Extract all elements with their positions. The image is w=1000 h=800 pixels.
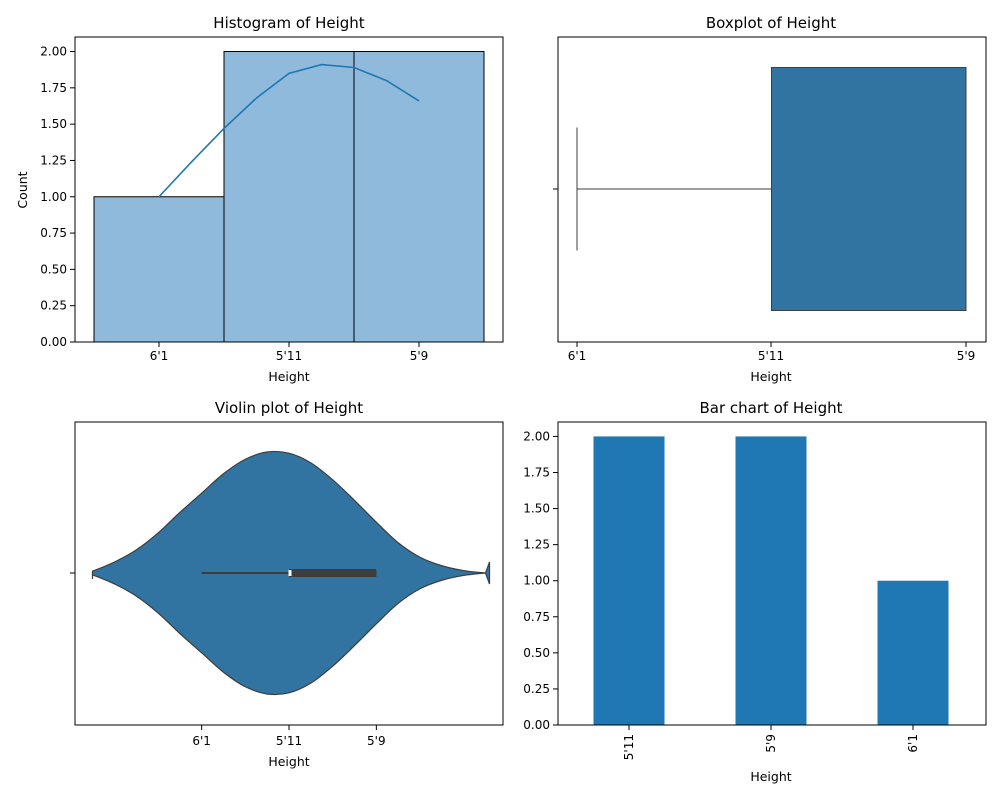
histogram-bar: [223, 51, 355, 343]
histogram-y-tick-label: 1.00: [40, 190, 67, 204]
boxplot-panel: Boxplot of Height 6'1 5'11 5'9 Height: [553, 14, 987, 384]
barchart-y-tick-label: 1.75: [523, 466, 550, 480]
barchart-y-tick-label: 0.25: [523, 682, 550, 696]
barchart-panel: Bar chart of Height 0.00 0.25 0.50 0.75 1.00…: [523, 399, 987, 784]
barchart-bar: [735, 436, 807, 725]
violin-panel: Violin plot of Height 6'1 5'11 5'9 Height: [70, 399, 504, 769]
histogram-bar: [93, 196, 225, 343]
barchart-bar: [877, 580, 949, 725]
boxplot-title: Boxplot of Height: [706, 14, 836, 32]
histogram-y-tick-label: 0.50: [40, 262, 67, 276]
histogram-y-tick-label: 0.75: [40, 226, 67, 240]
barchart-y-tick-label: 0.50: [523, 646, 550, 660]
histogram-y-tick-label: 0.25: [40, 299, 67, 313]
violin-x-tick-label: 5'9: [367, 734, 386, 748]
histogram-kde-line: [158, 63, 420, 198]
histogram-y-tick-label: 1.75: [40, 81, 67, 95]
barchart-title: Bar chart of Height: [700, 399, 843, 417]
histogram-panel: Histogram of Height 0.00 0.25 0.50 0.75 1.00…: [15, 14, 504, 384]
barchart-y-tick-label: 0.75: [523, 610, 550, 624]
barchart-bar: [593, 436, 665, 725]
histogram-y-tick-label: 1.50: [40, 117, 67, 131]
boxplot-x-tick-label: 5'9: [957, 349, 976, 363]
barchart-axes-frame: [557, 421, 987, 726]
histogram-bar: [353, 51, 485, 343]
boxplot-xlabel: Height: [750, 369, 791, 384]
violin-median-marker: [288, 570, 292, 576]
histogram-xlabel: Height: [268, 369, 309, 384]
boxplot-x-tick-label: 5'11: [758, 349, 784, 363]
barchart-x-tick-label: 5'9: [764, 734, 778, 753]
violin-x-tick-label: 6'1: [192, 734, 211, 748]
boxplot-x-tick-label: 6'1: [568, 349, 587, 363]
histogram-x-tick-label: 5'11: [276, 349, 302, 363]
violin-title: Violin plot of Height: [215, 399, 363, 417]
barchart-y-tick-label: 0.00: [523, 718, 550, 732]
violin-xlabel: Height: [268, 754, 309, 769]
histogram-title: Histogram of Height: [213, 14, 365, 32]
histogram-ylabel: Count: [15, 171, 30, 208]
histogram-y-tick-label: 0.00: [40, 335, 67, 349]
barchart-y-tick-label: 1.50: [523, 502, 550, 516]
histogram-x-tick-label: 6'1: [150, 349, 169, 363]
violin-x-tick-label: 5'11: [276, 734, 302, 748]
barchart-y-tick-label: 2.00: [523, 429, 550, 443]
violin-iqr-box: [289, 569, 377, 577]
histogram-y-tick-label: 1.25: [40, 153, 67, 167]
boxplot-box: [771, 67, 967, 311]
barchart-y-tick-label: 1.25: [523, 538, 550, 552]
histogram-x-tick-label: 5'9: [410, 349, 429, 363]
barchart-y-tick-label: 1.00: [523, 574, 550, 588]
barchart-xlabel: Height: [750, 769, 791, 784]
histogram-y-tick-label: 2.00: [40, 45, 67, 59]
barchart-x-tick-label: 5'11: [622, 734, 636, 760]
barchart-x-tick-label: 6'1: [906, 734, 920, 753]
